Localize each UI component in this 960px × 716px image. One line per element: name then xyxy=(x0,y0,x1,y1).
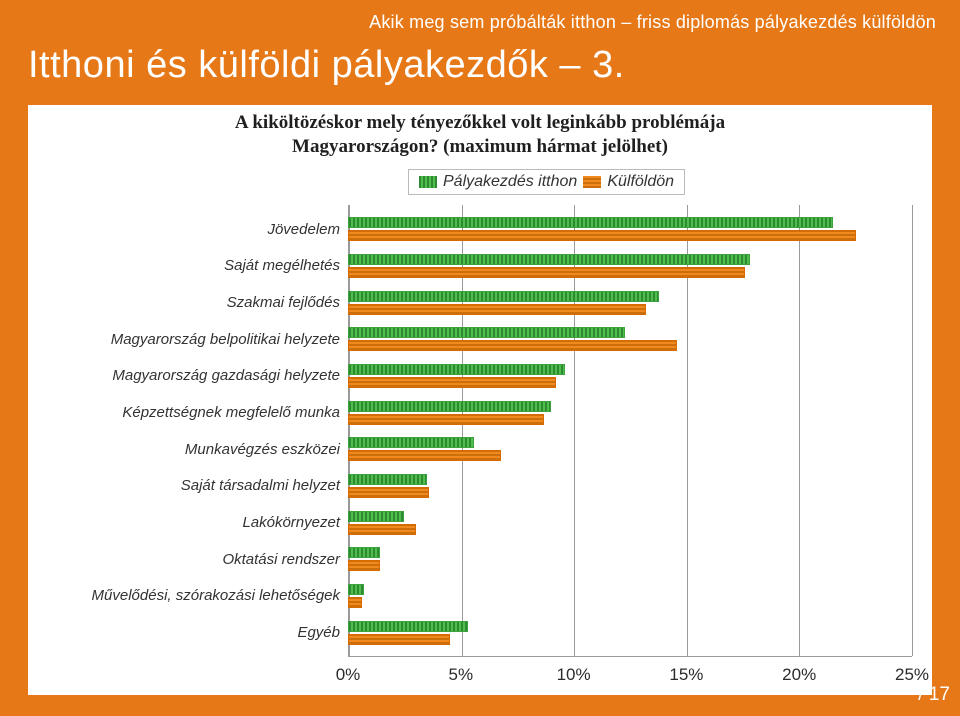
legend-swatch-b xyxy=(583,176,601,188)
category-label: Magyarország belpolitikai helyzete xyxy=(58,331,348,348)
category-label: Oktatási rendszer xyxy=(58,551,348,568)
chart-caption: A kiköltözéskor mely tényezőkkel volt le… xyxy=(28,111,932,159)
bar-series-b xyxy=(348,634,450,645)
bar-series-a xyxy=(348,474,427,485)
x-tick-label: 0% xyxy=(336,665,361,685)
category-bars xyxy=(348,248,912,283)
chart-x-axis: 0%5%10%15%20%25% xyxy=(348,663,912,687)
bar-series-a xyxy=(348,511,404,522)
category-bars xyxy=(348,542,912,577)
category-label: Saját társadalmi helyzet xyxy=(58,477,348,494)
legend-label-b: Külföldön xyxy=(607,173,674,191)
category-bars xyxy=(348,322,912,357)
bar-series-a xyxy=(348,254,750,265)
legend-label-a: Pályakezdés itthon xyxy=(443,173,577,191)
bar-series-b xyxy=(348,524,416,535)
category-bars xyxy=(348,505,912,540)
gridline xyxy=(912,205,913,656)
category-label: Egyéb xyxy=(58,624,348,641)
x-tick-label: 5% xyxy=(449,665,474,685)
chart-card: A kiköltözéskor mely tényezőkkel volt le… xyxy=(28,105,932,695)
chart-row: Jövedelem xyxy=(58,212,912,247)
category-bars xyxy=(348,615,912,650)
bar-series-a xyxy=(348,401,551,412)
chart-legend: Pályakezdés itthon Külföldön xyxy=(408,169,685,195)
bar-series-a xyxy=(348,217,833,228)
chart-row: Saját megélhetés xyxy=(58,248,912,283)
category-bars xyxy=(348,468,912,503)
category-bars xyxy=(348,395,912,430)
bar-series-b xyxy=(348,450,501,461)
bar-series-b xyxy=(348,377,556,388)
category-bars xyxy=(348,578,912,613)
category-label: Jövedelem xyxy=(58,221,348,238)
chart-caption-line2: Magyarországon? (maximum hármat jelölhet… xyxy=(292,136,668,157)
legend-swatch-a xyxy=(419,176,437,188)
bar-series-b xyxy=(348,414,544,425)
chart-plot: Jövedelem Saját megélhetés Szakmai fejlődé… xyxy=(58,205,912,657)
chart-row: Oktatási rendszer xyxy=(58,542,912,577)
category-label: Képzettségnek megfelelő munka xyxy=(58,404,348,421)
bar-series-b xyxy=(348,304,646,315)
category-label: Művelődési, szórakozási lehetőségek xyxy=(58,587,348,604)
bar-series-a xyxy=(348,364,565,375)
bar-series-b xyxy=(348,267,745,278)
bar-series-b xyxy=(348,340,677,351)
x-tick-label: 20% xyxy=(782,665,816,685)
chart-row: Lakókörnyezet xyxy=(58,505,912,540)
category-bars xyxy=(348,212,912,247)
slide-title: Itthoni és külföldi pályakezdők – 3. xyxy=(28,44,625,87)
slide-page: Akik meg sem próbálták itthon – friss di… xyxy=(0,0,960,716)
chart-row: Magyarország belpolitikai helyzete xyxy=(58,322,912,357)
bar-series-b xyxy=(348,560,380,571)
category-label: Szakmai fejlődés xyxy=(58,294,348,311)
bar-series-a xyxy=(348,547,380,558)
bar-series-a xyxy=(348,327,625,338)
x-tick-label: 15% xyxy=(669,665,703,685)
category-label: Saját megélhetés xyxy=(58,257,348,274)
chart-row: Saját társadalmi helyzet xyxy=(58,468,912,503)
chart-row: Képzettségnek megfelelő munka xyxy=(58,395,912,430)
bar-series-a xyxy=(348,584,364,595)
category-label: Munkavégzés eszközei xyxy=(58,441,348,458)
category-label: Magyarország gazdasági helyzete xyxy=(58,367,348,384)
category-bars xyxy=(348,432,912,467)
chart-row: Munkavégzés eszközei xyxy=(58,432,912,467)
chart-row: Szakmai fejlődés xyxy=(58,285,912,320)
category-bars xyxy=(348,358,912,393)
slide-subheader: Akik meg sem próbálták itthon – friss di… xyxy=(0,12,936,33)
page-number: / 17 xyxy=(918,684,950,706)
x-tick-label: 10% xyxy=(557,665,591,685)
category-label: Lakókörnyezet xyxy=(58,514,348,531)
category-bars xyxy=(348,285,912,320)
chart-row: Művelődési, szórakozási lehetőségek xyxy=(58,578,912,613)
bar-series-b xyxy=(348,597,362,608)
chart-rows: Jövedelem Saját megélhetés Szakmai fejlődé… xyxy=(58,211,912,651)
chart-row: Magyarország gazdasági helyzete xyxy=(58,358,912,393)
chart-row: Egyéb xyxy=(58,615,912,650)
bar-series-b xyxy=(348,230,856,241)
bar-series-a xyxy=(348,621,468,632)
bar-series-a xyxy=(348,437,474,448)
chart-caption-line1: A kiköltözéskor mely tényezőkkel volt le… xyxy=(235,112,725,133)
bar-series-a xyxy=(348,291,659,302)
x-tick-label: 25% xyxy=(895,665,929,685)
bar-series-b xyxy=(348,487,429,498)
